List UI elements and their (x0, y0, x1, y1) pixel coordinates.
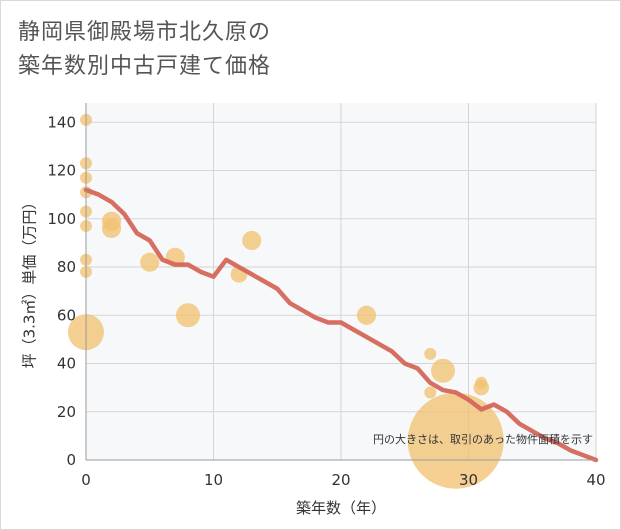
chart-title: 静岡県御殿場市北久原の 築年数別中古戸建て価格 (18, 16, 271, 84)
tick-labels: 0 20 40 60 80 100 120 140 0 10 20 30 40 (47, 113, 605, 489)
trend-series (83, 187, 599, 463)
chart-title-line-1: 静岡県御殿場市北久原の (18, 20, 272, 45)
y-tick-label: 40 (57, 355, 76, 373)
y-tick-label: 120 (47, 162, 76, 180)
trend-line (83, 187, 599, 463)
y-tick-label: 20 (57, 403, 76, 421)
x-tick-label: 10 (204, 471, 223, 489)
x-tick-label: 40 (586, 471, 605, 489)
data-point (356, 305, 377, 325)
chart-title-line-2: 築年数別中古戸建て価格 (18, 54, 272, 79)
x-axis-label: 築年数（年） (296, 499, 386, 517)
x-tick-label: 20 (331, 471, 350, 489)
x-tick-label: 0 (81, 471, 91, 489)
data-point (407, 392, 504, 489)
y-axis-label: 坪（3.3㎡）単価（万円） (21, 195, 39, 369)
data-point (101, 218, 122, 239)
y-tick-label: 100 (47, 210, 76, 228)
data-point (431, 358, 455, 383)
bubble-size-note: 円の大きさは、取引のあった物件面積を示す (373, 432, 593, 446)
x-tick-label: 30 (459, 471, 478, 489)
axes (85, 103, 596, 461)
data-point (424, 386, 437, 399)
data-point (140, 252, 160, 272)
y-tick-label: 0 (66, 451, 76, 469)
y-tick-label: 80 (57, 258, 76, 276)
bubble-series (68, 113, 504, 489)
y-tick-label: 60 (57, 306, 76, 324)
data-point (473, 379, 490, 396)
data-point (242, 230, 262, 251)
data-point (176, 303, 200, 328)
data-point (424, 347, 437, 360)
y-tick-label: 140 (47, 113, 76, 131)
